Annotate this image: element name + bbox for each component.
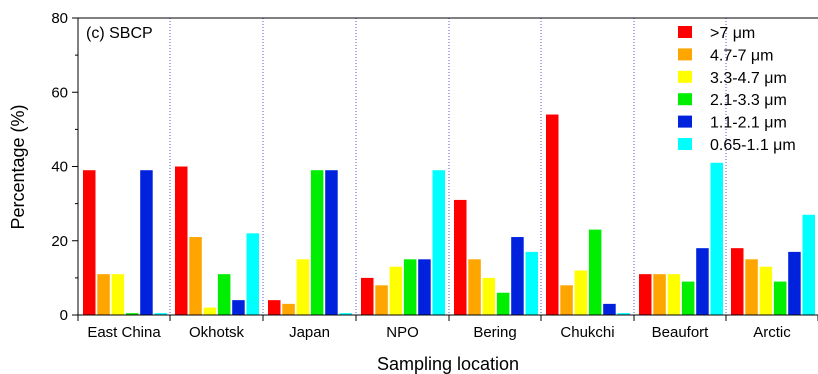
bar [482,277,496,315]
bar [788,251,801,315]
legend-label: >7 μm [710,25,755,42]
bar [639,274,652,315]
bar [125,313,139,315]
bar [310,170,324,315]
bar [667,274,681,315]
bar [268,300,281,315]
legend-label: 1.1-2.1 μm [710,115,787,132]
bar [454,199,467,315]
y-tick-label: 20 [51,233,68,250]
bar [511,237,524,315]
bar [546,114,559,316]
x-axis-label: Sampling location [377,354,519,374]
bar [574,270,588,315]
panel-label: (c) SBCP [86,25,153,42]
bar [560,285,573,315]
bar [111,274,125,315]
bar [745,259,758,315]
legend-label: 4.7-7 μm [710,47,773,64]
legend-swatch [678,70,692,83]
bar [282,303,295,315]
axes-group: 0 20 40 60 80 East China Okhotsk Japan NPO Bering… [51,10,818,341]
bar [203,307,217,315]
legend: >7 μm 4.7-7 μm 3.3-4.7 μm 2.1-3.3 μm 1.1-2.1… [678,25,796,154]
y-tick-label: 80 [51,10,68,27]
bar [802,214,815,315]
bar [681,281,695,315]
bar [389,266,403,315]
bar [296,259,310,315]
bar [525,251,538,315]
bar [361,277,374,315]
bar [653,274,666,315]
bar [403,259,417,315]
x-tick-label: Japan [289,324,330,341]
bar [432,170,445,315]
bar [773,281,787,315]
x-tick-label: Arctic [753,324,791,341]
x-tick-label: Beaufort [652,324,710,341]
legend-swatch [678,93,692,106]
bar [232,300,245,315]
legend-swatch [678,26,692,38]
bar [603,303,616,315]
y-axis-label: Percentage (%) [8,104,28,229]
bar [588,229,602,315]
x-tick-label: East China [87,324,161,341]
bar [375,285,388,315]
bar [731,248,744,315]
legend-swatch [678,138,692,150]
legend-label: 3.3-4.7 μm [710,70,787,87]
bar [175,166,188,315]
bar [154,313,167,315]
bar [140,170,153,315]
bar [468,259,481,315]
x-tick-label: NPO [386,324,419,341]
bar [83,170,96,315]
bar [339,313,352,315]
bar [97,274,110,315]
y-tick-label: 40 [51,159,68,176]
legend-label: 2.1-3.3 μm [710,92,787,109]
bar [418,259,431,315]
bar [325,170,338,315]
x-tick-label: Chukchi [560,324,614,341]
y-tick-label: 60 [51,84,68,101]
bars-group [83,114,815,316]
legend-swatch [678,115,692,128]
x-tick-label: Bering [473,324,516,341]
bar [710,162,723,315]
bar [189,237,202,315]
legend-swatch [678,48,692,61]
bar [496,292,510,315]
bar [617,313,630,315]
bar [217,274,231,315]
legend-label: 0.65-1.1 μm [710,137,796,154]
bar [246,233,259,315]
bar [696,248,709,315]
x-tick-label: Okhotsk [189,324,245,341]
bar [759,266,773,315]
y-tick-label: 0 [60,307,68,324]
